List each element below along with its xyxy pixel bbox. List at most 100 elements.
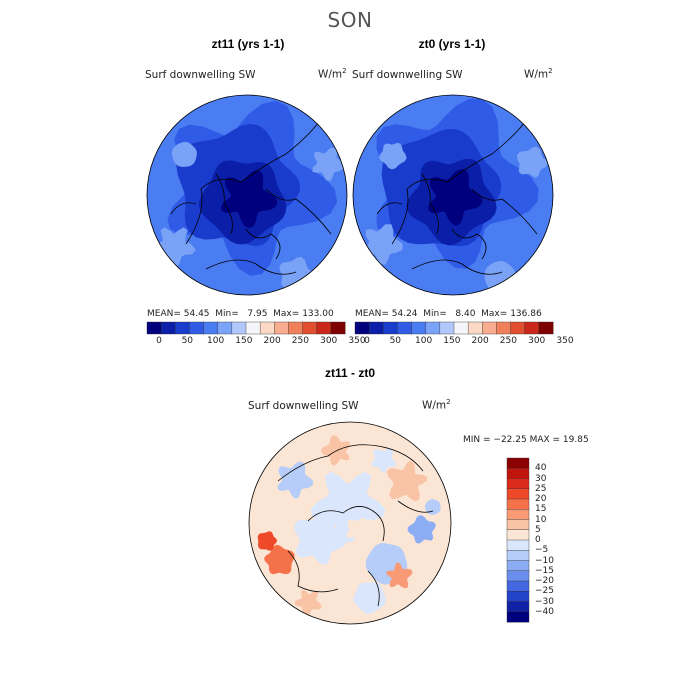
colorbar-swatch	[274, 321, 289, 335]
contour-band	[428, 168, 483, 226]
colorbar-tick-label: 250	[499, 336, 517, 346]
coastline	[421, 173, 439, 235]
contour-band	[424, 499, 441, 515]
colorbar-tick-label: 100	[415, 336, 433, 346]
colorbar-tick-label: −5	[535, 545, 549, 556]
coastline	[185, 118, 322, 245]
panel2-units: W/m2	[524, 67, 553, 81]
coastline	[411, 259, 503, 275]
colorbar-swatch	[330, 321, 346, 335]
colorbar-swatch	[506, 550, 530, 562]
colorbar-swatch	[453, 321, 469, 335]
colorbar-swatch	[383, 321, 398, 335]
contour-band	[407, 515, 436, 544]
colorbar-swatch	[524, 321, 540, 335]
colorbar-swatch	[189, 321, 205, 335]
colorbar-swatch	[506, 478, 530, 490]
colorbar-swatch	[302, 321, 318, 335]
coastline	[245, 228, 281, 260]
panel1-map	[146, 94, 348, 296]
coastline	[277, 444, 424, 482]
colorbar-swatch	[425, 321, 441, 335]
colorbar-swatch	[538, 321, 554, 335]
map-border	[248, 421, 452, 625]
colorbar-swatch	[506, 560, 530, 572]
colorbar-swatch	[397, 321, 413, 335]
contour-band	[371, 448, 397, 473]
colorbar-swatch	[316, 321, 332, 335]
contour-band	[320, 435, 350, 466]
contour-band	[277, 461, 314, 499]
colorbar-tick-label: 300	[320, 336, 338, 346]
coastline	[205, 259, 297, 275]
coastline	[287, 550, 339, 593]
panel1-title: zt11 (yrs 1-1)	[211, 37, 285, 51]
coastline	[376, 202, 403, 215]
colorbar-swatch	[506, 457, 530, 469]
colorbar-tick-label: 350	[556, 336, 574, 346]
colorbar-swatch	[506, 468, 530, 480]
colorbar-swatch	[231, 321, 247, 335]
colorbar-tick-label: −15	[535, 565, 554, 576]
coastline	[170, 202, 197, 215]
season-title: SON	[327, 8, 373, 32]
colorbar-swatch	[203, 321, 219, 335]
colorbar-tick-label: 0	[364, 336, 370, 346]
colorbar-tick-label: 0	[156, 336, 162, 346]
panel1-variable: Surf downwelling SW	[145, 69, 256, 81]
colorbar-tick-label: 30	[535, 473, 547, 484]
panel3-stats: MIN = −22.25 MAX = 19.85	[463, 435, 589, 445]
contour-band	[257, 531, 278, 551]
colorbar-tick-label: 150	[235, 336, 253, 346]
panel2-variable: Surf downwelling SW	[352, 69, 463, 81]
contour-band	[152, 227, 196, 269]
colorbar-tick-label: 10	[535, 514, 547, 525]
contour-band	[171, 141, 197, 167]
panel3-units: W/m2	[422, 398, 451, 412]
contour-band	[386, 460, 428, 502]
colorbar-swatch	[217, 321, 233, 335]
coastline	[215, 173, 233, 235]
panel2-map	[352, 94, 554, 296]
colorbar-tick-label: 350	[348, 336, 366, 346]
coastline	[397, 500, 434, 513]
colorbar-tick-label: −25	[535, 586, 554, 597]
colorbar-tick-label: 200	[263, 336, 281, 346]
colorbar-tick-label: 5	[535, 524, 541, 535]
map-border	[352, 94, 554, 296]
colorbar-swatch	[510, 321, 526, 335]
contour-band	[294, 590, 322, 617]
colorbar-tick-label: 100	[207, 336, 225, 346]
colorbar-swatch	[288, 321, 304, 335]
coastline	[391, 118, 528, 245]
colorbar-tick-label: 15	[535, 504, 547, 515]
colorbar-tick-label: 40	[535, 463, 547, 474]
colorbar-swatch	[506, 529, 530, 541]
colorbar-swatch	[506, 570, 530, 582]
coastline	[307, 506, 385, 542]
coastline	[471, 188, 538, 235]
colorbar-tick-label: 250	[291, 336, 309, 346]
panel1-stats: MEAN= 54.45 Min= 7.95 Max= 133.00	[147, 309, 334, 319]
colorbar-swatch	[354, 321, 370, 335]
colorbar-swatch	[146, 321, 162, 335]
colorbar-tick-label: −20	[535, 576, 554, 586]
panel2-colorbar	[354, 321, 554, 335]
colorbar-swatch	[496, 321, 512, 335]
colorbar-swatch	[506, 591, 530, 603]
contour-band	[312, 147, 345, 181]
colorbar-swatch	[245, 321, 261, 335]
contour-band	[220, 170, 278, 228]
colorbar-swatch	[175, 321, 190, 335]
colorbar-tick-label: 50	[389, 336, 402, 346]
colorbar-tick-label: 200	[471, 336, 489, 346]
colorbar-swatch	[368, 321, 384, 335]
colorbar-swatch	[506, 488, 530, 500]
panel1-units: W/m2	[318, 67, 347, 81]
coastline	[265, 188, 332, 235]
colorbar-swatch	[259, 321, 275, 335]
contour-band	[378, 142, 407, 170]
colorbar-tick-label: 0	[535, 535, 541, 545]
colorbar-swatch	[506, 580, 530, 592]
colorbar-tick-label: −30	[535, 596, 554, 607]
